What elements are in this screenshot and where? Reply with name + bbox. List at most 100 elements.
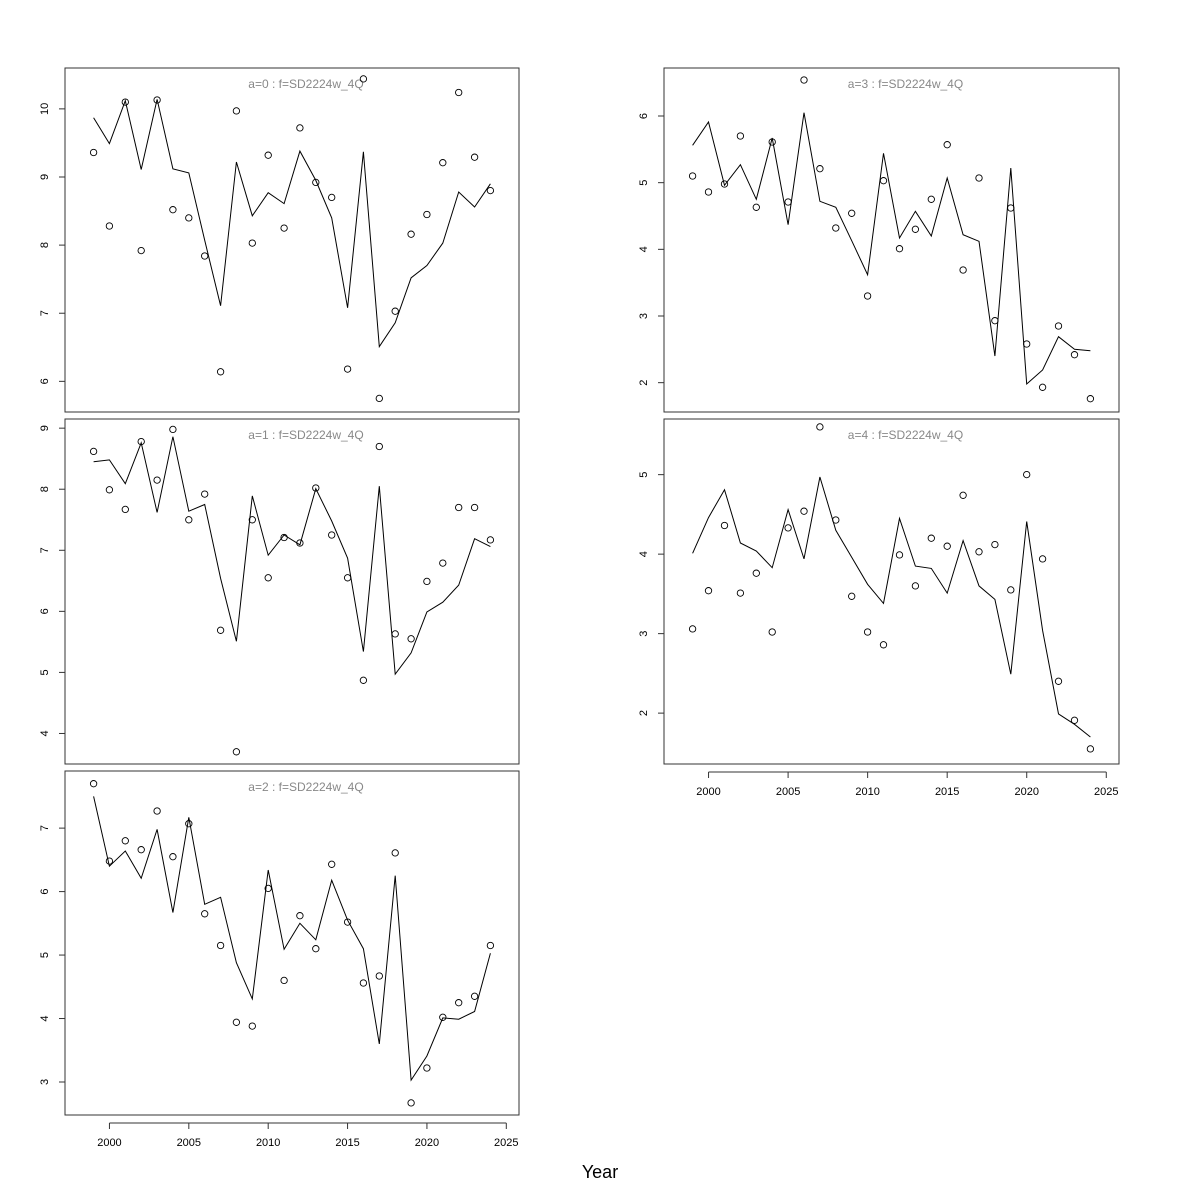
- observed-point: [991, 317, 999, 325]
- observed-point: [264, 151, 272, 159]
- observed-point: [201, 252, 209, 260]
- observed-point: [328, 860, 336, 868]
- observed-point: [895, 551, 904, 559]
- plot-frame: [64, 418, 520, 765]
- observed-point: [1007, 586, 1015, 594]
- observed-point: [688, 625, 697, 633]
- observed-point: [375, 442, 383, 451]
- fitted-series-line: [93, 796, 491, 1082]
- observed-point: [391, 630, 399, 638]
- observed-point: [312, 178, 320, 187]
- observed-point: [216, 626, 225, 634]
- observed-point: [121, 98, 129, 106]
- y-tick-label: 6: [39, 889, 51, 895]
- observed-point: [439, 1013, 447, 1021]
- observed-point: [439, 159, 447, 167]
- y-tick-label: 4: [638, 246, 650, 252]
- y-tick-label: 3: [638, 631, 650, 637]
- panel-age-4: 2 3 4 5 2000 2005 2010 2015 2020 2025 a=4 : f=SD22…: [638, 418, 1120, 798]
- observed-point: [89, 447, 98, 456]
- observed-point: [137, 437, 145, 446]
- observed-point: [328, 531, 336, 539]
- observed-point: [359, 75, 368, 83]
- y-tick-label: 5: [39, 669, 51, 675]
- observed-point: [927, 195, 935, 203]
- x-tick-label: 2010: [256, 1137, 280, 1149]
- observed-point: [1086, 745, 1095, 753]
- observed-point: [121, 505, 129, 514]
- observed-point: [848, 209, 856, 217]
- observed-point: [1023, 340, 1031, 348]
- panel-age-0: 6 7 8 9 10 a=0 : f=SD2224w_4Q: [39, 67, 520, 413]
- observed-point: [879, 641, 888, 649]
- observed-point: [328, 193, 336, 202]
- observed-point: [975, 548, 983, 556]
- y-tick-label: 10: [39, 103, 51, 115]
- observed-point: [688, 172, 697, 180]
- observed-point: [863, 628, 872, 636]
- panel-age-2: 3 4 5 6 7 2000 2005 2010 2015 2020 2025 a=2 : f=SD2…: [39, 770, 520, 1149]
- y-tick-label: 7: [39, 547, 51, 553]
- observed-point: [407, 1099, 415, 1107]
- observed-point: [720, 180, 729, 188]
- x-tick-label: 2025: [1094, 786, 1118, 798]
- observed-point: [391, 307, 399, 315]
- observed-point: [312, 484, 320, 492]
- observed-point: [832, 516, 840, 524]
- observed-point: [153, 807, 161, 815]
- x-tick-label: 2000: [696, 786, 720, 798]
- observed-point: [296, 912, 304, 920]
- observed-point: [800, 507, 808, 515]
- observed-point: [1054, 677, 1063, 685]
- y-tick-label: 7: [39, 310, 51, 316]
- observed-point: [895, 245, 904, 253]
- observed-point: [407, 230, 415, 238]
- observed-point: [959, 491, 967, 499]
- y-tick-label: 6: [39, 378, 51, 384]
- observed-point: [486, 941, 495, 950]
- observed-point: [89, 780, 98, 788]
- y-tick-label: 7: [39, 825, 51, 831]
- x-tick-label: 2015: [935, 786, 959, 798]
- panel-age-3: 2 3 4 5 6 a=3 : f=SD2224w_4Q: [638, 67, 1120, 413]
- observed-point: [280, 224, 288, 232]
- observed-point: [359, 676, 368, 684]
- panel-title: a=4 : f=SD2224w_4Q: [848, 428, 963, 442]
- observed-point: [975, 174, 983, 182]
- observed-point: [423, 1064, 431, 1072]
- observed-point: [848, 592, 856, 600]
- x-tick-label: 2010: [855, 786, 879, 798]
- observed-point: [927, 534, 935, 542]
- observed-point: [943, 141, 951, 149]
- panel-title: a=2 : f=SD2224w_4Q: [248, 780, 363, 794]
- observed-point: [911, 582, 920, 590]
- plot-frame: [663, 418, 1120, 765]
- observed-point: [216, 941, 225, 950]
- observed-point: [1038, 555, 1047, 563]
- observed-point: [343, 574, 352, 582]
- observed-point: [105, 222, 114, 230]
- fitted-series-line: [692, 112, 1091, 386]
- observed-point: [470, 992, 479, 1000]
- observed-point: [784, 524, 792, 532]
- plot-frame: [64, 67, 520, 413]
- observed-point: [816, 165, 824, 173]
- observed-point: [201, 910, 209, 918]
- observed-point: [863, 292, 872, 300]
- x-tick-label: 2000: [97, 1137, 121, 1149]
- observed-point: [169, 853, 177, 861]
- observed-point: [486, 186, 495, 195]
- observed-point: [264, 574, 272, 582]
- y-tick-label: 5: [638, 180, 650, 186]
- observed-point: [736, 132, 745, 140]
- x-tick-label: 2020: [1014, 786, 1038, 798]
- observed-point: [439, 559, 447, 567]
- fitted-series-line: [93, 98, 491, 349]
- plot-frame: [663, 67, 1120, 413]
- observed-point: [105, 486, 114, 494]
- observed-point: [153, 476, 161, 484]
- observed-point: [455, 999, 463, 1007]
- observed-point: [232, 107, 241, 115]
- observed-point: [185, 516, 193, 524]
